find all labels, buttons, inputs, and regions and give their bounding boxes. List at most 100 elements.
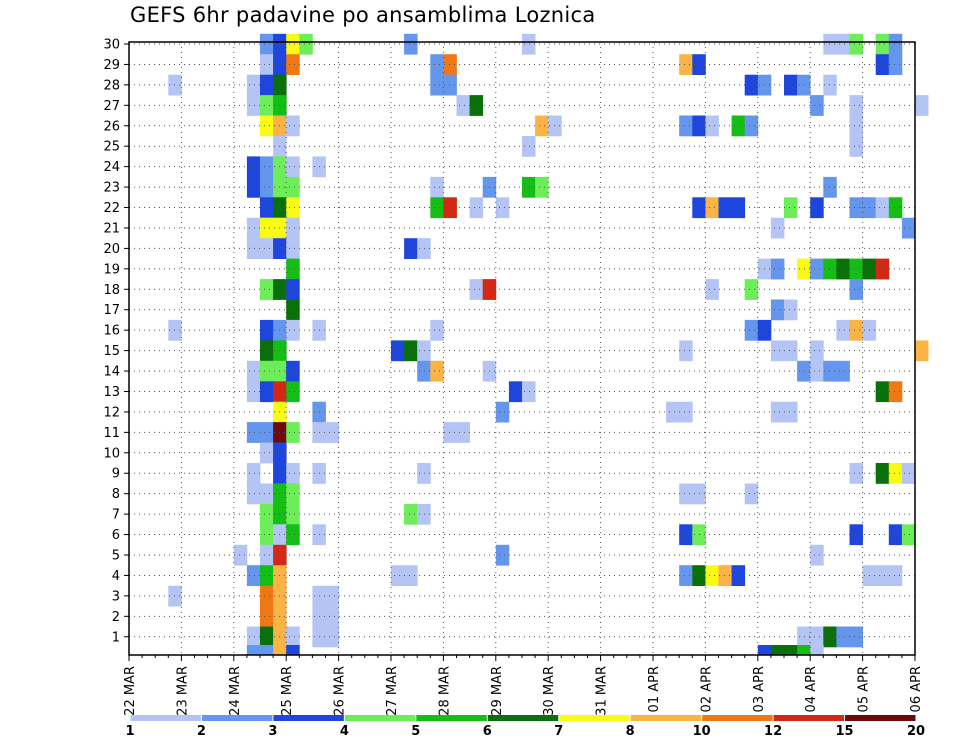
heatmap-cell (417, 238, 431, 259)
heatmap-cell (495, 544, 510, 566)
heatmap-cell (797, 645, 811, 656)
legend-label: 5 (411, 724, 420, 739)
heatmap-cell (404, 33, 418, 55)
heatmap-cell (417, 340, 431, 362)
heatmap-cell (233, 544, 248, 566)
heatmap-cell (522, 33, 536, 55)
heatmap-cell (391, 565, 405, 586)
heatmap-cell (679, 340, 693, 362)
y-tick-label: 8 (112, 487, 120, 502)
heatmap-cell (417, 360, 431, 382)
heatmap-cell (744, 319, 759, 341)
legend-swatch (487, 715, 560, 721)
heatmap-cell (875, 463, 890, 484)
heatmap-cell (456, 95, 470, 116)
heatmap-cell (246, 483, 261, 505)
heatmap-cell (443, 197, 457, 219)
y-tick-label: 10 (103, 446, 120, 461)
heatmap-cell (417, 503, 431, 525)
heatmap-cell (246, 360, 261, 382)
y-tick-label: 14 (103, 365, 120, 380)
heatmap-cell (168, 319, 182, 341)
heatmap-cell (260, 503, 274, 525)
heatmap-cell (770, 258, 785, 280)
heatmap-cell (260, 626, 274, 648)
y-tick-label: 4 (112, 569, 120, 584)
y-tick-label: 25 (103, 140, 120, 155)
x-tick-label: 31 MAR (595, 666, 610, 716)
heatmap-cell (679, 115, 693, 137)
x-tick-label: 28 MAR (437, 666, 452, 716)
heatmap-cell (260, 33, 274, 55)
heatmap-cell (508, 381, 523, 403)
heatmap-cell (286, 238, 300, 259)
heatmap-cell (286, 319, 300, 341)
heatmap-cell (260, 238, 274, 259)
heatmap-cell (888, 463, 903, 484)
y-tick-label: 7 (112, 508, 120, 523)
heatmap-cell (849, 279, 863, 300)
x-tick-label: 04 APR (804, 666, 819, 712)
x-tick-label: 27 MAR (385, 666, 400, 716)
x-tick-label: 02 APR (699, 666, 714, 712)
heatmap-cell (404, 340, 418, 362)
heatmap-cell (286, 115, 300, 137)
legend-swatch (701, 715, 774, 721)
legend-swatch (773, 715, 845, 721)
legend-label: 6 (483, 724, 492, 739)
heatmap-cell (443, 54, 457, 75)
chart-title: GEFS 6hr padavine po ansamblima Loznica (130, 3, 596, 27)
legend-label: 7 (554, 724, 563, 739)
heatmap-cell (246, 645, 261, 656)
heatmap-cell (246, 156, 261, 178)
heatmap-cell (744, 483, 759, 505)
heatmap-cell (823, 360, 837, 382)
heatmap-cell (823, 626, 837, 648)
heatmap-cell (246, 422, 261, 443)
x-tick-label: 03 APR (752, 666, 767, 712)
heatmap-cell (286, 258, 300, 280)
y-tick-label: 21 (103, 221, 120, 236)
y-tick-label: 5 (112, 549, 120, 564)
heatmap-cell (744, 279, 759, 300)
legend-label: 15 (835, 724, 853, 739)
heatmap-cell (430, 197, 444, 219)
heatmap-cell (849, 626, 863, 648)
heatmap-cell (286, 299, 300, 321)
heatmap-cell (168, 585, 182, 607)
legend-label: 4 (340, 724, 349, 739)
heatmap-cell (443, 74, 457, 96)
heatmap-cell (744, 115, 759, 137)
heatmap-cell (273, 645, 287, 656)
heatmap-cell (810, 258, 824, 280)
x-tick-label: 06 APR (909, 666, 924, 712)
heatmap-cell (784, 197, 798, 219)
heatmap-cell (260, 279, 274, 300)
y-tick-label: 13 (103, 385, 120, 400)
heatmap-cell (260, 54, 274, 75)
y-tick-label: 12 (103, 405, 120, 420)
heatmap-cell (888, 381, 903, 403)
heatmap-cell (705, 279, 719, 300)
heatmap-cell (731, 197, 746, 219)
heatmap-cell (522, 381, 536, 403)
legend-label: 12 (764, 724, 782, 739)
heatmap-cell (888, 565, 903, 586)
heatmap-cell (875, 54, 890, 75)
y-tick-label: 1 (112, 630, 120, 645)
x-tick-label: 23 MAR (175, 666, 190, 716)
legend-label: 1 (125, 724, 134, 739)
heatmap-cell (915, 95, 929, 116)
heatmap-cell (260, 340, 274, 362)
legend-swatch (558, 715, 631, 721)
heatmap-cell (797, 360, 811, 382)
heatmap-cell (286, 54, 300, 75)
y-tick-label: 3 (112, 589, 120, 604)
grid-lines (129, 42, 915, 655)
heatmap-cell (260, 95, 274, 116)
heatmap-cell (679, 483, 693, 505)
heatmap-cell (430, 176, 444, 198)
heatmap-cell (260, 217, 274, 239)
heatmap-cell (286, 645, 300, 656)
heatmap-cell (731, 565, 746, 586)
